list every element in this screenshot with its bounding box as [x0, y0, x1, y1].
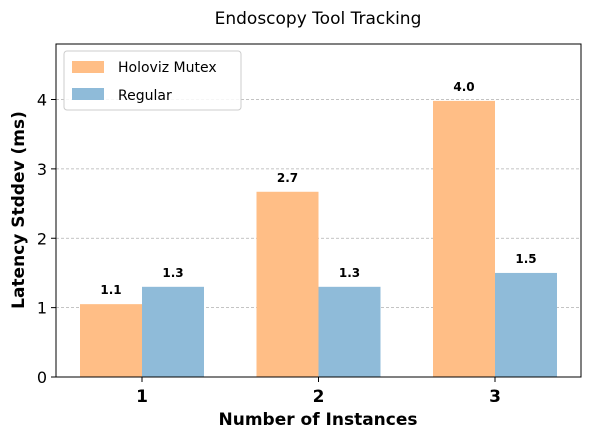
x-tick-label: 2: [313, 387, 325, 407]
legend: Holoviz Mutex Regular: [64, 51, 241, 110]
y-tick-label: 3: [37, 160, 47, 179]
x-tick-label: 1: [136, 387, 148, 407]
data-label: 1.3: [162, 266, 183, 280]
bar-regular-1: [142, 287, 204, 377]
bar-regular-3: [495, 273, 557, 377]
y-tick-label: 4: [37, 91, 47, 110]
data-label: 4.0: [453, 80, 474, 94]
y-axis: 0 1 2 3 4: [37, 91, 56, 388]
legend-swatch-regular: [72, 88, 104, 100]
data-label: 2.7: [277, 171, 298, 185]
legend-swatch-holoviz-mutex: [72, 61, 104, 73]
x-axis: 1 2 3: [136, 377, 501, 407]
data-label: 1.3: [339, 266, 360, 280]
bar-regular-2: [319, 287, 381, 377]
data-label: 1.1: [100, 283, 121, 297]
x-tick-label: 3: [489, 387, 501, 407]
x-axis-label: Number of Instances: [218, 410, 417, 430]
bar-holoviz-mutex-2: [257, 192, 319, 377]
y-tick-label: 1: [37, 299, 47, 318]
y-tick-label: 0: [37, 368, 47, 387]
chart-title: Endoscopy Tool Tracking: [215, 9, 422, 29]
y-axis-label: Latency Stddev (ms): [9, 111, 29, 309]
y-tick-label: 2: [37, 229, 47, 248]
data-label: 1.5: [515, 252, 536, 266]
legend-label-regular: Regular: [118, 88, 172, 104]
bar-holoviz-mutex-1: [80, 304, 142, 377]
legend-label-holoviz-mutex: Holoviz Mutex: [118, 60, 217, 76]
bar-holoviz-mutex-3: [433, 101, 495, 377]
bars: [80, 101, 557, 377]
